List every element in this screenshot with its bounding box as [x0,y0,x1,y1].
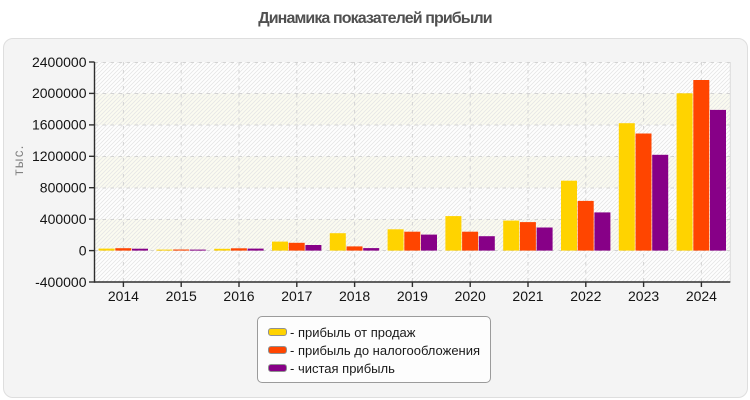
svg-text:2020: 2020 [455,288,486,304]
svg-text:800000: 800000 [40,180,87,196]
svg-text:2018: 2018 [339,288,370,304]
svg-text:тыс.: тыс. [11,144,26,175]
svg-text:400000: 400000 [40,211,87,227]
svg-text:1200000: 1200000 [32,148,87,164]
svg-text:2021: 2021 [512,288,543,304]
svg-text:2017: 2017 [281,288,312,304]
svg-text:2023: 2023 [628,288,659,304]
svg-text:2019: 2019 [397,288,428,304]
svg-text:2022: 2022 [570,288,601,304]
svg-text:2016: 2016 [223,288,254,304]
svg-text:2014: 2014 [108,288,139,304]
svg-text:2015: 2015 [166,288,197,304]
svg-text:2024: 2024 [686,288,717,304]
svg-text:0: 0 [79,242,87,258]
svg-text:2000000: 2000000 [32,85,87,101]
svg-text:1600000: 1600000 [32,117,87,133]
svg-text:2400000: 2400000 [32,54,87,70]
svg-text:-400000: -400000 [35,274,87,290]
